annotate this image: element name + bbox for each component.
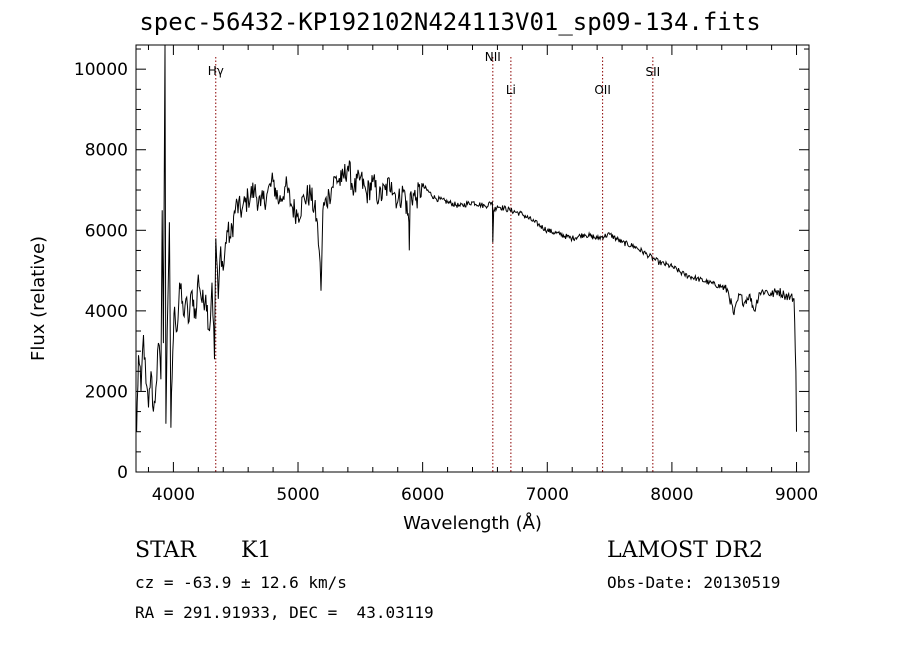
x-axis: 4000 5000 6000 7000 8000 9000	[147, 45, 818, 505]
y-tick-label: 2000	[85, 382, 128, 402]
spectral-line-label: OII	[594, 83, 611, 97]
obs-date-readout: Obs-Date: 20130519	[607, 573, 781, 592]
x-tick-label: 9000	[775, 485, 818, 505]
plot-frame	[135, 44, 810, 473]
x-tick-label: 6000	[401, 485, 444, 505]
y-tick-label: 10000	[74, 60, 128, 80]
x-tick-label: 5000	[276, 485, 319, 505]
coordinates-readout: RA = 291.91933, DEC = 43.03119	[135, 603, 434, 622]
x-tick-label: 8000	[650, 485, 693, 505]
x-tick-label: 4000	[152, 485, 195, 505]
object-subclass: K1	[241, 538, 272, 563]
spectral-line-markers: Hγ NII Li OII SII	[208, 50, 660, 472]
y-tick-label: 6000	[85, 221, 128, 241]
spectral-line-label: Li	[506, 83, 516, 97]
x-axis-label: Wavelength (Å)	[403, 512, 542, 534]
spectral-line-label: NII	[485, 50, 501, 64]
spectral-line-label: Hγ	[208, 64, 224, 78]
y-axis: 0 2000 4000 6000 8000 10000	[74, 48, 809, 483]
object-class: STAR	[135, 538, 196, 563]
y-tick-label: 0	[117, 463, 128, 483]
spectral-line-label: SII	[645, 65, 660, 79]
survey-name: LAMOST DR2	[607, 538, 763, 563]
redshift-readout: cz = -63.9 ± 12.6 km/s	[135, 573, 347, 592]
y-axis-label: Flux (relative)	[28, 236, 49, 361]
spectrum-line	[136, 44, 797, 432]
chart-title: spec-56432-KP192102N424113V01_sp09-134.f…	[139, 8, 761, 36]
x-tick-label: 7000	[526, 485, 569, 505]
y-tick-label: 4000	[85, 302, 128, 322]
y-tick-label: 8000	[85, 141, 128, 161]
